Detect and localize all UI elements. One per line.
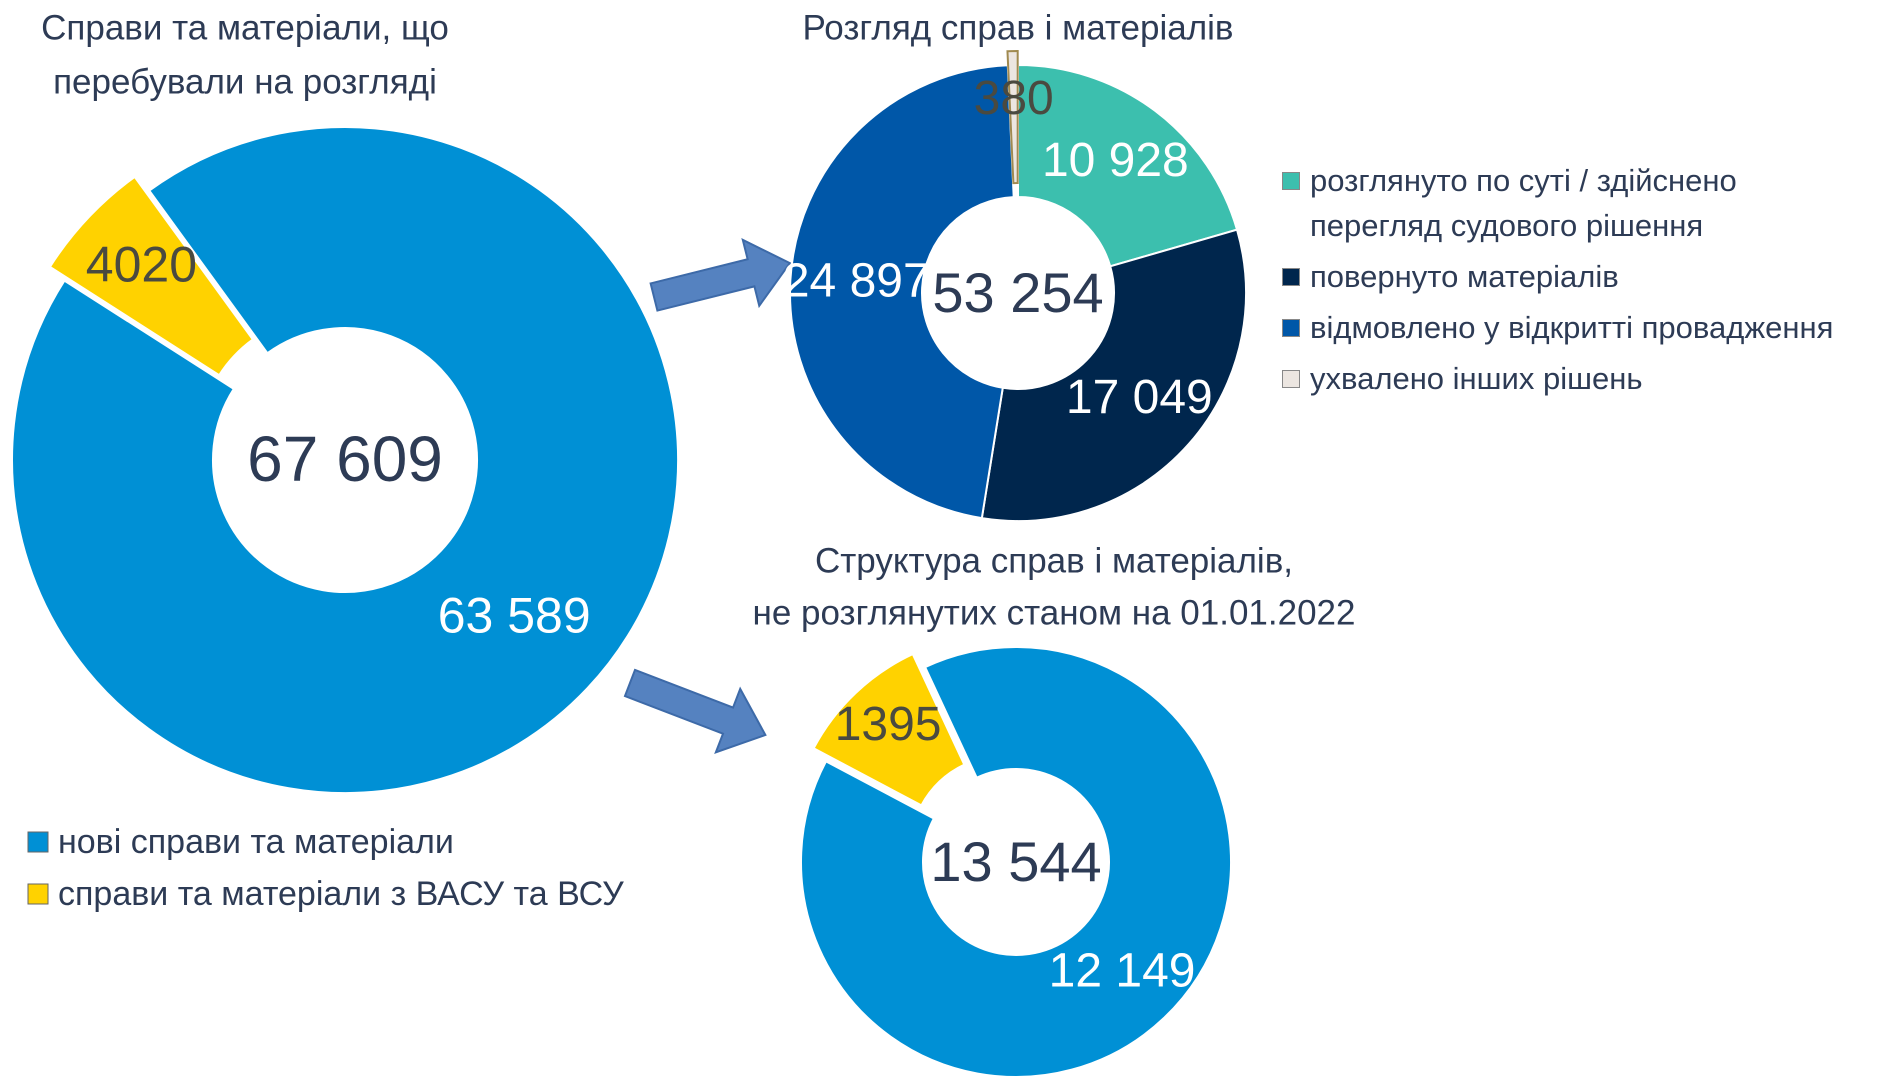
- chart-title: не розглянутих станом на 01.01.2022: [753, 593, 1356, 632]
- legend-swatch: [1282, 172, 1300, 190]
- slice: [48, 175, 255, 377]
- legend-swatch: [1282, 370, 1300, 388]
- data-label: 63 589: [438, 588, 591, 644]
- legend-label: нові справи та матеріали: [58, 823, 454, 861]
- chart-title: Справи та матеріали, що: [41, 8, 449, 47]
- center-label: 67 609: [247, 423, 443, 495]
- legend-swatch: [27, 883, 49, 905]
- center-label: 13 544: [930, 830, 1101, 893]
- legend-item: відмовлено у відкритті провадження: [1282, 305, 1833, 350]
- legend-label: справи та матеріали з ВАСУ та ВСУ: [58, 875, 624, 913]
- data-label: 1395: [835, 698, 942, 751]
- data-label: 380: [974, 72, 1054, 125]
- data-label: 4020: [86, 236, 197, 292]
- slice: [980, 228, 1247, 522]
- slice: [789, 64, 1015, 520]
- data-label: 10 928: [1042, 134, 1189, 187]
- slice: [812, 652, 966, 807]
- legend-label: відмовлено у відкритті провадження: [1310, 310, 1834, 345]
- slice: [11, 126, 679, 794]
- legend-item: розглянуто по суті / здійснено перегляд …: [1282, 158, 1833, 248]
- data-label: 12 149: [1049, 944, 1196, 997]
- data-label: 24 897: [783, 254, 930, 307]
- legend-item: повернуто матеріалів: [1282, 254, 1833, 299]
- legend-item: ухвалено інших рішень: [1282, 356, 1833, 401]
- legend-swatch: [1282, 268, 1300, 286]
- chart-title: перебували на розгляді: [53, 62, 437, 101]
- arrow: [623, 668, 767, 755]
- center-label: 53 254: [932, 261, 1103, 324]
- legend-swatch: [27, 831, 49, 853]
- legend-swatch: [1282, 319, 1300, 337]
- legend-label: ухвалено інших рішень: [1310, 361, 1643, 396]
- chart-title: Структура справ і матеріалів,: [815, 541, 1293, 580]
- chart-title: Розгляд справ і матеріалів: [802, 8, 1233, 47]
- slice: [800, 646, 1232, 1078]
- legend: розглянуто по суті / здійснено перегляд …: [1282, 158, 1833, 407]
- slice: [1017, 63, 1239, 268]
- arrow: [649, 237, 792, 312]
- slice: [1006, 50, 1019, 185]
- legend-label: розглянуто по суті / здійснено перегляд …: [1310, 163, 1737, 243]
- legend-label: повернуто матеріалів: [1310, 259, 1619, 294]
- data-label: 17 049: [1066, 371, 1213, 424]
